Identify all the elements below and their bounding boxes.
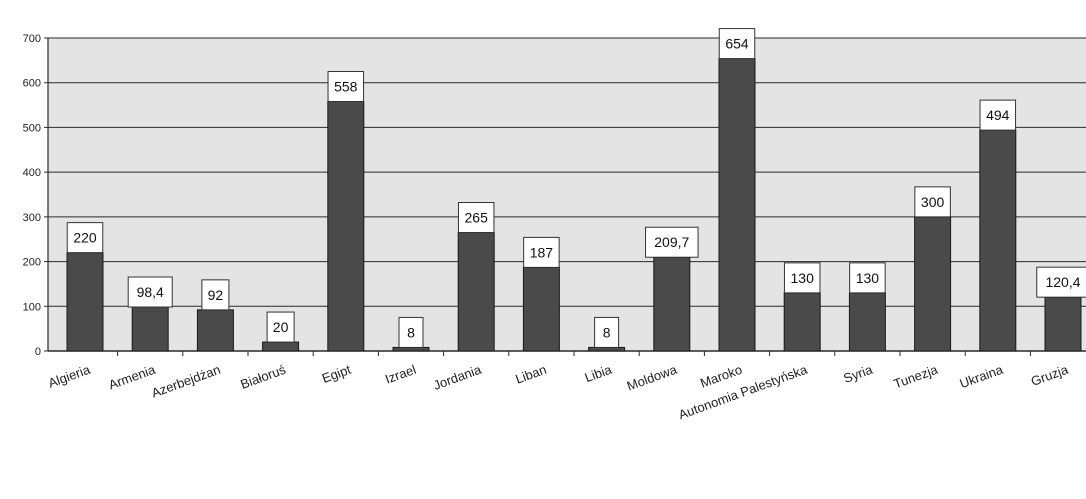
value-label: 8 xyxy=(603,324,611,340)
axes: 0 100 200 300 400 500 600 700 xyxy=(23,33,1086,358)
value-label-box xyxy=(457,202,495,234)
y-tick-label: 600 xyxy=(23,78,41,90)
x-category-label: Autonomia Palestyńska xyxy=(676,361,810,422)
x-category-label: Liban xyxy=(513,362,548,387)
value-label: 300 xyxy=(921,194,945,210)
value-label: 8 xyxy=(407,324,415,340)
bar xyxy=(979,129,1017,352)
x-category-label: Syria xyxy=(841,361,875,385)
value-label: 20 xyxy=(273,319,289,335)
x-category-label: Gruzja xyxy=(1029,361,1071,388)
value-label: 265 xyxy=(465,210,489,226)
y-tick-label: 300 xyxy=(23,212,41,224)
x-category-label: Tunezja xyxy=(891,361,940,391)
value-label-box xyxy=(914,186,951,218)
value-label-box xyxy=(594,316,620,348)
bar xyxy=(66,252,104,352)
value-label-box xyxy=(523,236,560,268)
value-label: 654 xyxy=(725,36,749,52)
x-category-label: Izrael xyxy=(383,362,418,387)
value-label: 558 xyxy=(334,78,358,94)
bar xyxy=(522,266,560,352)
value-label-box xyxy=(718,28,756,60)
value-label-box xyxy=(849,262,886,294)
value-label-box xyxy=(327,70,365,102)
value-label-box xyxy=(127,276,173,308)
x-category-label: Libia xyxy=(583,361,615,385)
y-tick-label: 500 xyxy=(23,122,41,134)
y-tick-label: 700 xyxy=(23,33,41,45)
y-tick-label: 200 xyxy=(23,257,41,269)
value-label: 98,4 xyxy=(137,284,164,300)
x-category-label: Ukraina xyxy=(958,361,1006,391)
value-label-box xyxy=(783,262,821,294)
bar xyxy=(1044,296,1082,352)
bar xyxy=(196,309,234,352)
x-category-label: Algieria xyxy=(46,361,93,390)
value-label-box xyxy=(201,279,230,311)
value-label: 130 xyxy=(791,270,815,286)
value-label-box xyxy=(66,222,104,254)
bar xyxy=(327,100,365,352)
x-category-label: Białoruś xyxy=(238,362,288,392)
x-category-label: Jordania xyxy=(431,361,484,392)
x-category-label: Moldowa xyxy=(625,361,680,393)
x-category-label: Azerbejdżan xyxy=(149,362,222,401)
y-tick-label: 0 xyxy=(35,346,41,358)
bar xyxy=(783,292,821,352)
value-label-box xyxy=(266,311,295,343)
y-tick-label: 100 xyxy=(23,301,41,313)
bar xyxy=(392,346,430,352)
value-label-box xyxy=(398,316,424,348)
value-label: 92 xyxy=(208,287,224,303)
bar xyxy=(848,292,886,352)
value-label-box xyxy=(1036,266,1086,298)
bar xyxy=(457,232,495,352)
value-label-box xyxy=(645,226,699,258)
bar xyxy=(914,216,952,352)
value-label: 220 xyxy=(73,230,97,246)
value-label: 130 xyxy=(856,270,880,286)
bar xyxy=(588,346,626,352)
value-labels: 220 98,4 92 20 558 8 265 187 8 209,7 654 130 130 300 4… xyxy=(66,28,1086,348)
bar xyxy=(718,58,756,352)
value-label: 209,7 xyxy=(654,234,689,250)
bar xyxy=(653,256,691,352)
bar xyxy=(131,306,169,352)
x-category-label: Egipt xyxy=(320,362,353,386)
value-label: 494 xyxy=(986,107,1010,123)
value-label: 187 xyxy=(530,244,554,260)
y-tick-label: 400 xyxy=(23,167,41,179)
bar xyxy=(262,341,300,352)
value-label: 120,4 xyxy=(1045,274,1080,290)
bars xyxy=(66,58,1082,352)
value-label-box xyxy=(979,99,1017,131)
